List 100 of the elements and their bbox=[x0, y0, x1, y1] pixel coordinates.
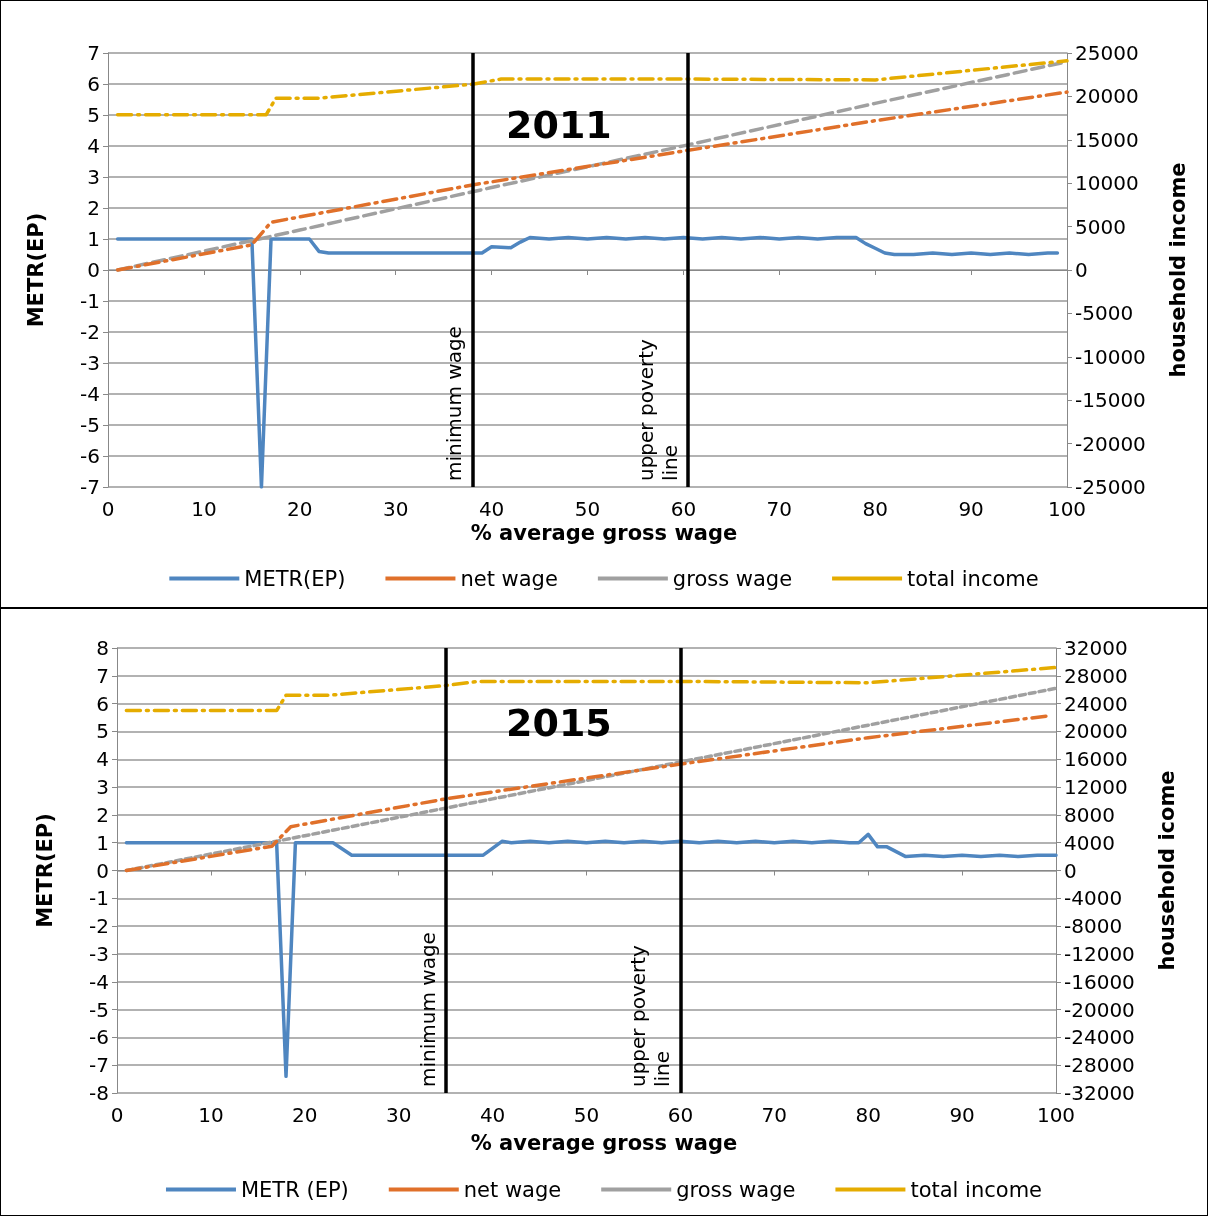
y-tick-label: 5 bbox=[96, 719, 109, 744]
legend-label: total income bbox=[907, 566, 1039, 591]
y-tick-label: -5 bbox=[80, 413, 100, 437]
y-tick-label: -5 bbox=[89, 997, 109, 1022]
y2-tick-label: -5000 bbox=[1075, 301, 1134, 326]
y-tick-label: 0 bbox=[96, 858, 109, 883]
y2-tick-label: 20000 bbox=[1075, 84, 1139, 109]
x-tick-label: 40 bbox=[478, 497, 505, 521]
y2-tick-label: 32000 bbox=[1064, 636, 1128, 660]
y-tick-label: -8 bbox=[89, 1081, 109, 1105]
text: 2015 bbox=[506, 701, 612, 745]
y2-tick-label: -15000 bbox=[1075, 388, 1146, 413]
y-tick-label: -2 bbox=[89, 914, 109, 939]
legend-label: net wage bbox=[460, 566, 558, 591]
y2-tick-label: 12000 bbox=[1064, 775, 1128, 800]
y-tick-label: 4 bbox=[87, 134, 100, 158]
y2-tick-label: 10000 bbox=[1075, 171, 1139, 196]
y-tick-label: 7 bbox=[87, 41, 100, 65]
y2-tick-label: 28000 bbox=[1064, 663, 1128, 688]
y2-tick-label: -28000 bbox=[1064, 1053, 1135, 1078]
legend-label: METR (EP) bbox=[240, 1177, 349, 1202]
y-tick-label: 1 bbox=[96, 830, 109, 855]
y-tick-label: -4 bbox=[89, 969, 109, 994]
y2-tick-label: 16000 bbox=[1064, 747, 1128, 772]
x-tick-label: 70 bbox=[766, 497, 793, 521]
y-tick-label: 2 bbox=[96, 802, 109, 827]
x-tick-label: 100 bbox=[1047, 497, 1087, 521]
x-tick-label: 70 bbox=[761, 1103, 788, 1127]
x-tick-label: 100 bbox=[1036, 1103, 1076, 1127]
y-tick-label: 6 bbox=[87, 72, 100, 96]
y-tick-label: 7 bbox=[96, 663, 109, 688]
y2-tick-label: -25000 bbox=[1075, 475, 1146, 499]
y-tick-label: 8 bbox=[96, 636, 109, 660]
y2-tick-label: 15000 bbox=[1075, 127, 1139, 152]
y-tick-label: 1 bbox=[87, 227, 100, 251]
y-tick-label: -4 bbox=[80, 382, 100, 406]
y2-tick-label: -12000 bbox=[1064, 941, 1135, 966]
y-tick-label: -7 bbox=[89, 1053, 109, 1078]
y2-tick-label: 5000 bbox=[1075, 214, 1126, 239]
x-axis-title: % average gross wage bbox=[470, 520, 738, 545]
x-tick-label: 20 bbox=[292, 1103, 318, 1127]
x-tick-label: 20 bbox=[287, 497, 313, 521]
y-tick-label: -6 bbox=[80, 444, 100, 468]
x-tick-label: 30 bbox=[385, 1103, 412, 1127]
y2-tick-label: 0 bbox=[1064, 858, 1077, 883]
legend-label: gross wage bbox=[676, 1177, 796, 1202]
x-axis-title: % average gross wage bbox=[470, 1130, 738, 1155]
x-tick-label: 60 bbox=[667, 1103, 694, 1127]
y2-tick-label: -4000 bbox=[1064, 886, 1123, 911]
y-tick-label: -6 bbox=[89, 1025, 109, 1050]
y2-tick-label: 0 bbox=[1075, 258, 1088, 282]
ref-line-label: upper poverty line bbox=[634, 332, 683, 481]
legend-label: total income bbox=[910, 1177, 1043, 1202]
y-tick-label: -1 bbox=[80, 289, 100, 313]
y-tick-label: 6 bbox=[96, 691, 109, 716]
y2-tick-label: 25000 bbox=[1075, 41, 1139, 65]
x-tick-label: 80 bbox=[862, 497, 888, 521]
ref-line-label: minimum wage bbox=[442, 326, 467, 481]
y-tick-label: 2 bbox=[87, 196, 100, 220]
line-series bbox=[115, 235, 1060, 489]
legend-label: net wage bbox=[463, 1177, 562, 1202]
text: 2011 bbox=[506, 103, 612, 147]
y-tick-label: -3 bbox=[80, 351, 100, 375]
x-tick-label: 10 bbox=[198, 1103, 224, 1127]
y2-tick-label: 20000 bbox=[1064, 719, 1128, 744]
y2-axis-title: household icome bbox=[1154, 770, 1179, 971]
x-tick-label: 90 bbox=[958, 497, 984, 521]
y2-tick-label: -8000 bbox=[1064, 914, 1123, 939]
x-tick-label: 90 bbox=[949, 1103, 975, 1127]
y-tick-label: -3 bbox=[89, 941, 109, 966]
y-tick-label: 5 bbox=[87, 103, 100, 127]
y2-tick-label: -20000 bbox=[1075, 431, 1146, 456]
x-tick-label: 60 bbox=[670, 497, 697, 521]
y-axis-title: METR(EP) bbox=[23, 212, 48, 328]
x-tick-label: 10 bbox=[191, 497, 217, 521]
y-tick-label: 0 bbox=[87, 258, 100, 282]
y-tick-label: -2 bbox=[80, 320, 100, 344]
y2-tick-label: -10000 bbox=[1075, 344, 1146, 369]
legend-label: gross wage bbox=[672, 566, 793, 591]
y-axis-title: METR(EP) bbox=[32, 813, 57, 928]
y2-tick-label: 8000 bbox=[1064, 802, 1115, 827]
y2-tick-label: -32000 bbox=[1064, 1081, 1135, 1105]
y2-axis-title: household income bbox=[1165, 162, 1190, 378]
y-tick-label: 4 bbox=[96, 747, 109, 772]
x-tick-label: 50 bbox=[574, 497, 601, 521]
x-tick-label: 30 bbox=[382, 497, 409, 521]
y2-tick-label: -24000 bbox=[1064, 1025, 1135, 1050]
x-tick-label: 50 bbox=[573, 1103, 600, 1127]
y-tick-label: 3 bbox=[87, 165, 100, 189]
y2-tick-label: -20000 bbox=[1064, 997, 1135, 1022]
x-tick-label: 40 bbox=[479, 1103, 506, 1127]
y-tick-label: -1 bbox=[89, 886, 109, 911]
ref-line-label: upper poverty line bbox=[626, 938, 675, 1087]
ref-line-label: minimum wage bbox=[415, 932, 440, 1087]
y-tick-label: -7 bbox=[80, 475, 100, 499]
y2-tick-label: 24000 bbox=[1064, 691, 1128, 716]
y-tick-label: 3 bbox=[96, 775, 109, 800]
y2-tick-label: -16000 bbox=[1064, 969, 1135, 994]
y2-tick-label: 4000 bbox=[1064, 830, 1115, 855]
legend-label: METR(EP) bbox=[244, 566, 346, 591]
